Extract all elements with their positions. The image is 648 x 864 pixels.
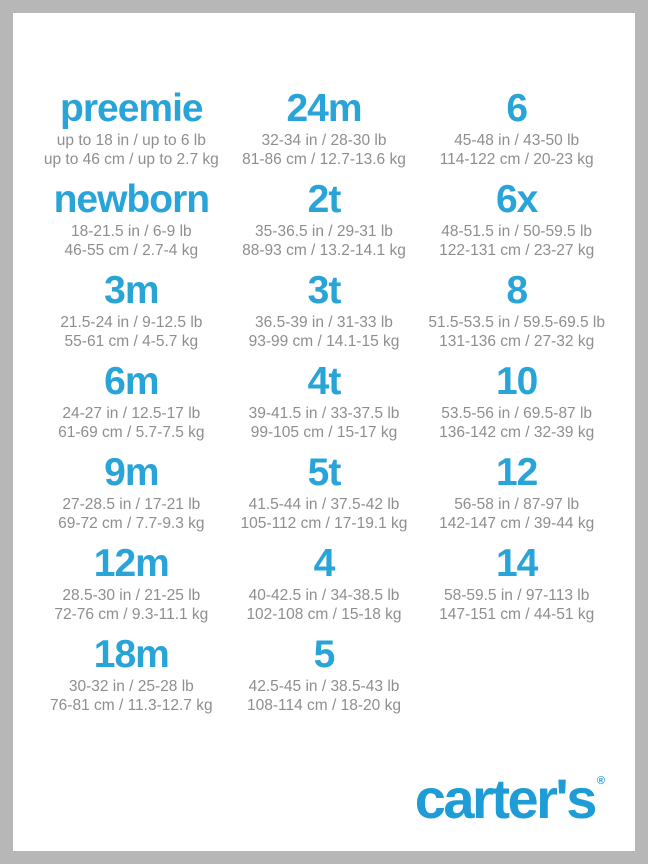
metric-range: 88-93 cm / 13.2-14.1 kg <box>242 242 406 259</box>
size-entry-8: 8 51.5-53.5 in / 59.5-69.5 lb 131-136 cm /… <box>420 269 613 360</box>
size-label: newborn <box>53 178 210 221</box>
size-label: 6x <box>495 178 538 221</box>
size-label: 3m <box>104 269 159 312</box>
size-label: 9m <box>104 451 159 494</box>
size-entry-6: 6 45-48 in / 43-50 lb 114-122 cm / 20-23 k… <box>420 87 613 178</box>
metric-range: 55-61 cm / 4-5.7 kg <box>64 333 199 350</box>
metric-range: 102-108 cm / 15-18 kg <box>246 606 402 623</box>
size-entry-6x: 6x 48-51.5 in / 50-59.5 lb 122-131 cm / 23… <box>420 178 613 269</box>
size-entry-10: 10 53.5-56 in / 69.5-87 lb 136-142 cm / 32… <box>420 360 613 451</box>
size-label: 8 <box>506 269 528 312</box>
imperial-range: 56-58 in / 87-97 lb <box>454 496 580 513</box>
imperial-range: up to 18 in / up to 6 lb <box>56 132 206 149</box>
imperial-range: 51.5-53.5 in / 59.5-69.5 lb <box>428 314 605 331</box>
size-label: 4t <box>307 360 342 403</box>
imperial-range: 53.5-56 in / 69.5-87 lb <box>441 405 593 422</box>
size-entry-4: 4 40-42.5 in / 34-38.5 lb 102-108 cm / 15-… <box>228 542 421 633</box>
size-label: 2t <box>307 178 342 221</box>
imperial-range: 36.5-39 in / 31-33 lb <box>255 314 393 331</box>
metric-range: 76-81 cm / 11.3-12.7 kg <box>50 697 213 714</box>
size-chart-card: preemie up to 18 in / up to 6 lb up to 46 … <box>13 13 635 851</box>
size-entry-newborn: newborn 18-21.5 in / 6-9 lb 46-55 cm / 2.7… <box>35 178 228 269</box>
imperial-range: 40-42.5 in / 34-38.5 lb <box>248 587 400 604</box>
size-entry-3m: 3m 21.5-24 in / 9-12.5 lb 55-61 cm / 4-5.7… <box>35 269 228 360</box>
metric-range: 61-69 cm / 5.7-7.5 kg <box>58 424 205 441</box>
size-entry-9m: 9m 27-28.5 in / 17-21 lb 69-72 cm / 7.7-9.… <box>35 451 228 542</box>
size-entry-12: 12 56-58 in / 87-97 lb 142-147 cm / 39-44 … <box>420 451 613 542</box>
size-label: preemie <box>60 87 204 130</box>
size-chart-column-baby: preemie up to 18 in / up to 6 lb up to 46 … <box>35 87 228 724</box>
size-label: 18m <box>93 633 170 676</box>
imperial-range: 21.5-24 in / 9-12.5 lb <box>60 314 203 331</box>
imperial-range: 28.5-30 in / 21-25 lb <box>62 587 201 604</box>
size-entry-preemie: preemie up to 18 in / up to 6 lb up to 46 … <box>35 87 228 178</box>
metric-range: 147-151 cm / 44-51 kg <box>439 606 595 623</box>
size-label: 14 <box>495 542 538 585</box>
imperial-range: 48-51.5 in / 50-59.5 lb <box>441 223 593 240</box>
size-entry-18m: 18m 30-32 in / 25-28 lb 76-81 cm / 11.3-12… <box>35 633 228 724</box>
size-label: 4 <box>313 542 336 585</box>
registered-trademark-icon: ® <box>596 775 605 787</box>
imperial-range: 35-36.5 in / 29-31 lb <box>255 223 393 240</box>
size-label: 6m <box>104 360 159 403</box>
metric-range: 131-136 cm / 27-32 kg <box>439 333 595 350</box>
size-chart-column-toddler: 24m 32-34 in / 28-30 lb 81-86 cm / 12.7-13… <box>228 87 421 724</box>
metric-range: 81-86 cm / 12.7-13.6 kg <box>242 151 406 168</box>
imperial-range: 58-59.5 in / 97-113 lb <box>443 587 590 604</box>
metric-range: 46-55 cm / 2.7-4 kg <box>64 242 199 259</box>
imperial-range: 39-41.5 in / 33-37.5 lb <box>248 405 400 422</box>
imperial-range: 42.5-45 in / 38.5-43 lb <box>248 678 400 695</box>
imperial-range: 30-32 in / 25-28 lb <box>68 678 194 695</box>
metric-range: 99-105 cm / 15-17 kg <box>250 424 398 441</box>
metric-range: 93-99 cm / 14.1-15 kg <box>248 333 400 350</box>
size-entry-2t: 2t 35-36.5 in / 29-31 lb 88-93 cm / 13.2-1… <box>228 178 421 269</box>
size-label: 5 <box>313 633 336 676</box>
imperial-range: 27-28.5 in / 17-21 lb <box>62 496 201 513</box>
metric-range: 114-122 cm / 20-23 kg <box>439 151 594 168</box>
metric-range: up to 46 cm / up to 2.7 kg <box>43 151 219 168</box>
size-label: 6 <box>506 87 528 130</box>
carters-logo: carter's ® <box>415 771 605 827</box>
metric-range: 136-142 cm / 32-39 kg <box>439 424 595 441</box>
size-entry-14: 14 58-59.5 in / 97-113 lb 147-151 cm / 44-… <box>420 542 613 633</box>
size-label: 24m <box>286 87 362 130</box>
metric-range: 72-76 cm / 9.3-11.1 kg <box>54 606 209 623</box>
size-entry-5t: 5t 41.5-44 in / 37.5-42 lb 105-112 cm / 17… <box>228 451 421 542</box>
imperial-range: 24-27 in / 12.5-17 lb <box>62 405 201 422</box>
size-label: 12 <box>495 451 538 494</box>
size-entry-4t: 4t 39-41.5 in / 33-37.5 lb 99-105 cm / 15-… <box>228 360 421 451</box>
imperial-range: 18-21.5 in / 6-9 lb <box>71 223 192 240</box>
metric-range: 122-131 cm / 23-27 kg <box>439 242 595 259</box>
metric-range: 108-114 cm / 18-20 kg <box>247 697 401 714</box>
size-entry-12m: 12m 28.5-30 in / 21-25 lb 72-76 cm / 9.3-1… <box>35 542 228 633</box>
imperial-range: 45-48 in / 43-50 lb <box>454 132 580 149</box>
size-entry-5: 5 42.5-45 in / 38.5-43 lb 108-114 cm / 18-… <box>228 633 421 724</box>
metric-range: 105-112 cm / 17-19.1 kg <box>240 515 408 532</box>
size-label: 5t <box>307 451 342 494</box>
imperial-range: 41.5-44 in / 37.5-42 lb <box>248 496 400 513</box>
metric-range: 142-147 cm / 39-44 kg <box>439 515 595 532</box>
size-entry-6m: 6m 24-27 in / 12.5-17 lb 61-69 cm / 5.7-7.… <box>35 360 228 451</box>
size-entry-24m: 24m 32-34 in / 28-30 lb 81-86 cm / 12.7-13… <box>228 87 421 178</box>
imperial-range: 32-34 in / 28-30 lb <box>261 132 387 149</box>
size-label: 3t <box>307 269 342 312</box>
size-label: 12m <box>93 542 170 585</box>
size-chart-grid: preemie up to 18 in / up to 6 lb up to 46 … <box>35 87 613 724</box>
size-chart-column-kid: 6 45-48 in / 43-50 lb 114-122 cm / 20-23 k… <box>420 87 613 724</box>
size-entry-3t: 3t 36.5-39 in / 31-33 lb 93-99 cm / 14.1-1… <box>228 269 421 360</box>
size-label: 10 <box>495 360 538 403</box>
brand-name: carter's <box>414 767 598 830</box>
metric-range: 69-72 cm / 7.7-9.3 kg <box>58 515 205 532</box>
